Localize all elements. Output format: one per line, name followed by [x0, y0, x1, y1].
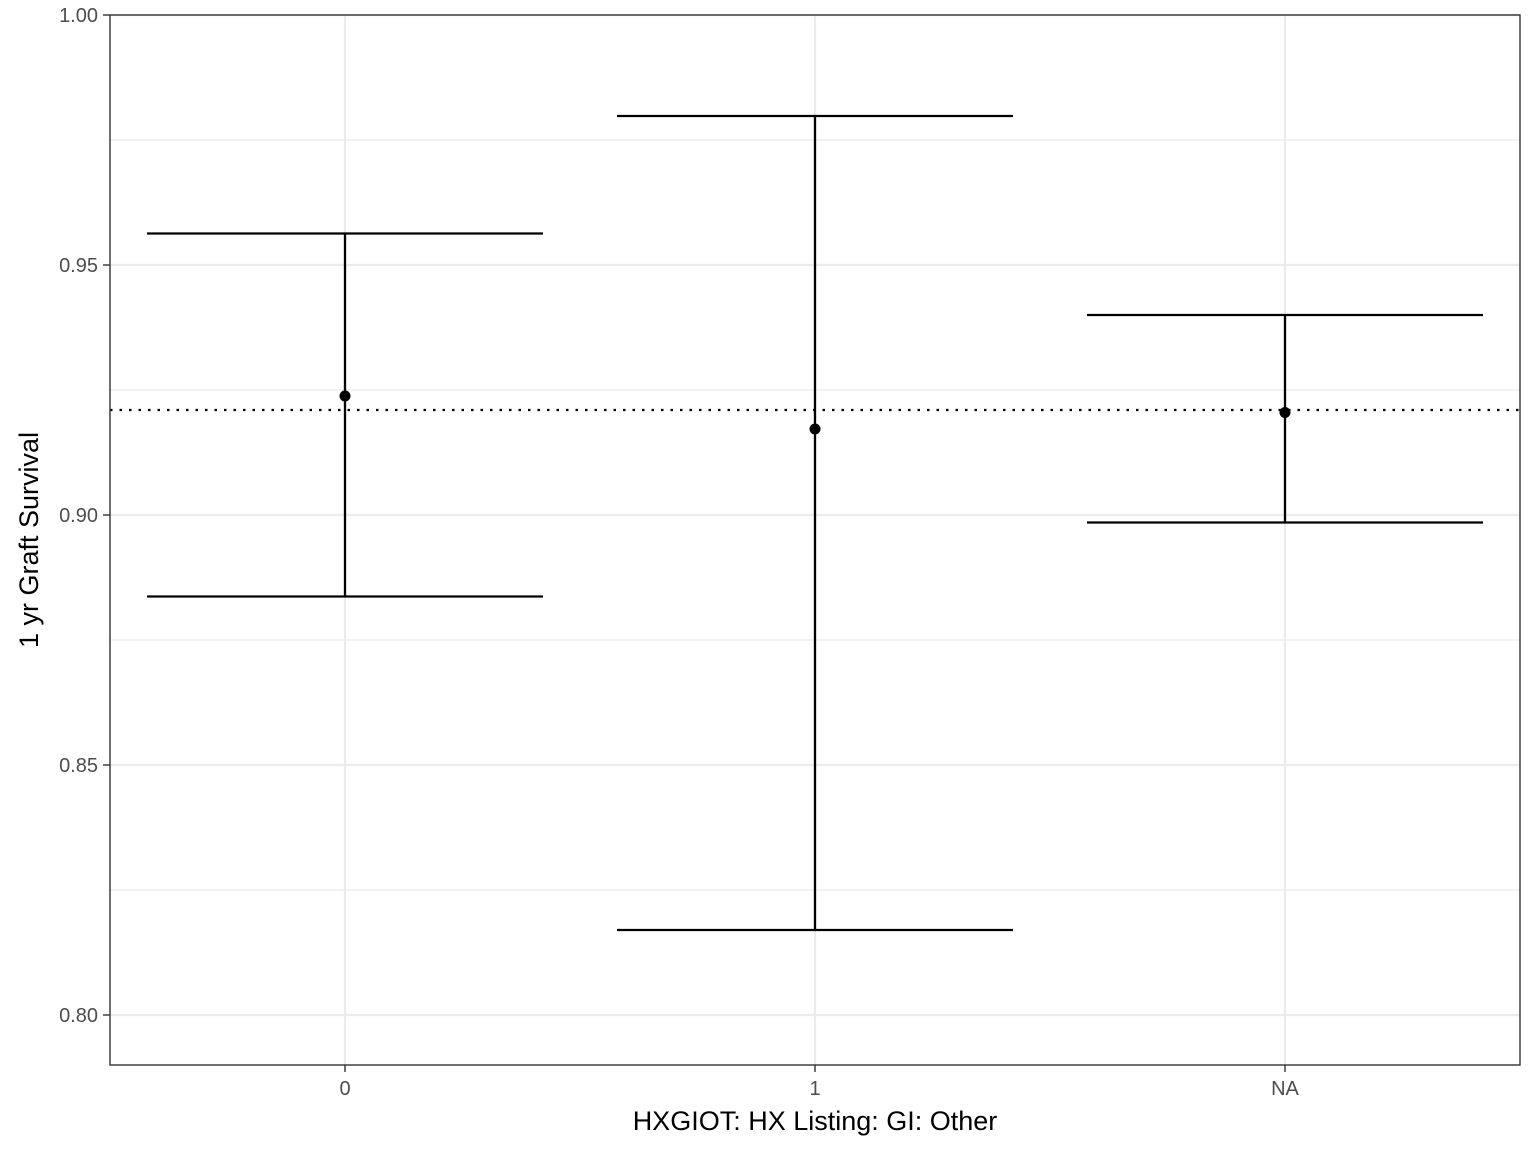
error-bar-group	[1087, 313, 1483, 524]
x-axis-title: HXGIOT: HX Listing: GI: Other	[633, 1106, 998, 1136]
point-estimate	[809, 423, 821, 435]
y-tick-label: 0.90	[59, 505, 98, 527]
y-axis-title: 1 yr Graft Survival	[14, 432, 44, 648]
point-estimate	[1279, 407, 1291, 418]
point-estimate	[339, 390, 351, 402]
y-tick-label: 0.80	[59, 1005, 98, 1027]
x-tick-label: NA	[1271, 1078, 1299, 1100]
error-bar-group	[147, 232, 543, 598]
x-axis: 0 1 NA	[339, 1065, 1300, 1100]
y-tick-label: 1.00	[59, 5, 98, 27]
y-tick-label: 0.85	[59, 755, 98, 777]
error-bars	[147, 114, 1483, 932]
x-tick-label: 0	[339, 1078, 350, 1100]
y-tick-label: 0.95	[59, 255, 98, 277]
error-bar-group	[617, 114, 1013, 932]
x-tick-label: 1	[809, 1078, 820, 1100]
y-axis: 0.80 0.85 0.90 0.95 1.00	[59, 5, 110, 1027]
